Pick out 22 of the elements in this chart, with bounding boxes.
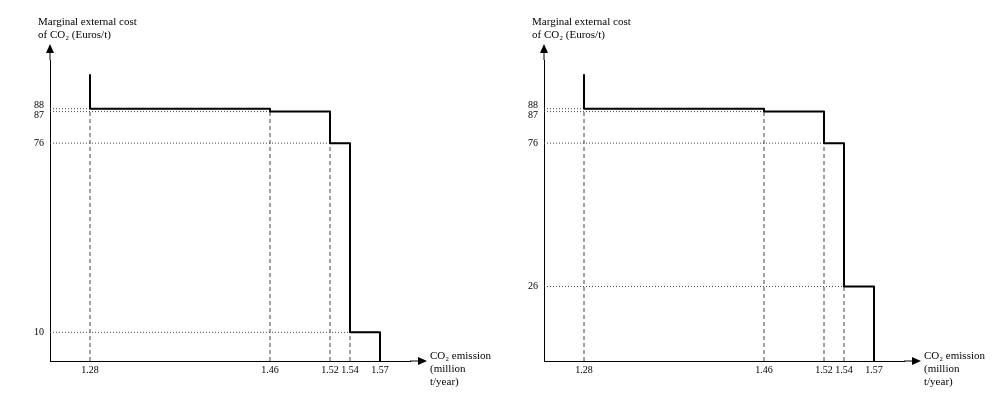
x-axis-title: CO₂ emission (million t/year) — [430, 349, 492, 388]
x-tick-label: 1.54 — [341, 363, 359, 375]
x-tick-label: 1.52 — [321, 363, 339, 375]
x-tick-label: 1.57 — [865, 363, 883, 375]
y-axis-title: Marginal external cost of CO₂ (Euros/t) — [532, 15, 631, 41]
y-axis-title: Marginal external cost of CO₂ (Euros/t) — [38, 15, 137, 41]
x-tick-label: 1.46 — [755, 363, 773, 375]
x-tick-label: 1.28 — [81, 363, 99, 375]
y-tick-label: 88 — [528, 98, 538, 110]
y-tick-label: 87 — [34, 108, 44, 120]
y-tick-label: 76 — [528, 136, 538, 148]
x-tick-label: 1.52 — [815, 363, 833, 375]
y-tick-label: 10 — [34, 325, 44, 337]
x-tick-label: 1.46 — [261, 363, 279, 375]
x-tick-label: 1.54 — [835, 363, 853, 375]
y-tick-label: 26 — [528, 280, 538, 292]
y-tick-label: 87 — [528, 108, 538, 120]
y-tick-label: 88 — [34, 98, 44, 110]
x-tick-label: 1.28 — [575, 363, 593, 375]
y-tick-label: 76 — [34, 136, 44, 148]
x-tick-label: 1.57 — [371, 363, 389, 375]
x-axis-title: CO₂ emission (million t/year) — [924, 349, 986, 388]
